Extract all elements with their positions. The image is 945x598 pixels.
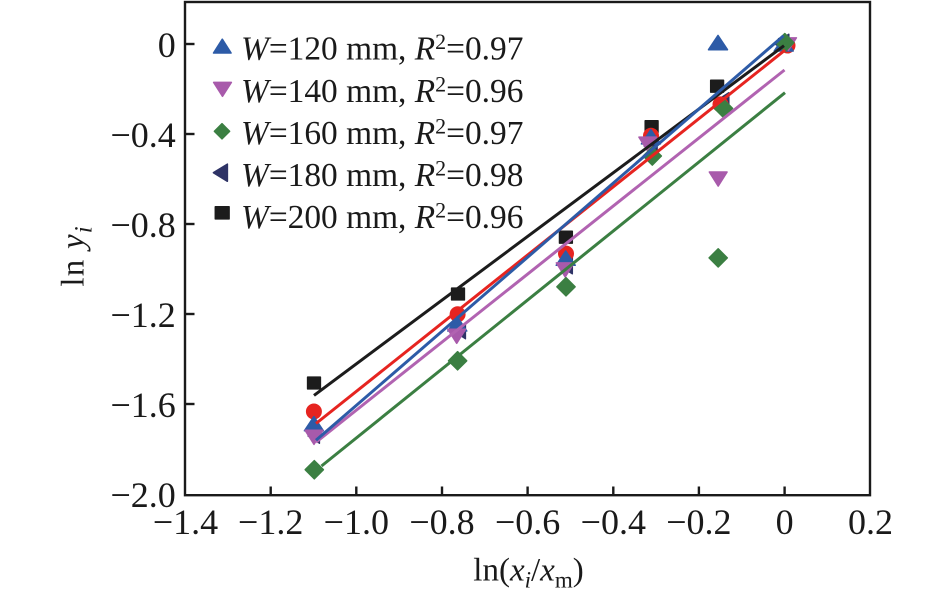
svg-text:0: 0 xyxy=(158,25,176,65)
svg-text:−0.4: −0.4 xyxy=(581,502,646,542)
svg-text:−1.6: −1.6 xyxy=(110,385,175,425)
svg-text:W=180 mm, R2=0.98: W=180 mm, R2=0.98 xyxy=(241,156,523,195)
svg-text:−1.2: −1.2 xyxy=(238,502,303,542)
svg-text:−2.0: −2.0 xyxy=(110,475,175,515)
svg-text:−1.4: −1.4 xyxy=(153,502,218,542)
svg-text:W=200 mm, R2=0.96: W=200 mm, R2=0.96 xyxy=(241,198,523,237)
svg-text:−1.0: −1.0 xyxy=(324,502,389,542)
svg-text:W=120 mm, R2=0.97: W=120 mm, R2=0.97 xyxy=(241,29,523,68)
svg-text:W=140 mm, R2=0.96: W=140 mm, R2=0.96 xyxy=(241,72,523,111)
svg-text:W=160 mm, R2=0.97: W=160 mm, R2=0.97 xyxy=(241,114,523,153)
svg-text:0: 0 xyxy=(776,502,794,542)
svg-text:−0.2: −0.2 xyxy=(666,502,731,542)
svg-text:−0.8: −0.8 xyxy=(110,205,175,245)
svg-text:−0.8: −0.8 xyxy=(409,502,474,542)
svg-text:−1.2: −1.2 xyxy=(110,295,175,335)
svg-text:ln yi: ln yi xyxy=(56,225,98,287)
svg-text:0.2: 0.2 xyxy=(848,502,893,542)
svg-text:−0.6: −0.6 xyxy=(495,502,560,542)
svg-text:−0.4: −0.4 xyxy=(110,115,175,155)
